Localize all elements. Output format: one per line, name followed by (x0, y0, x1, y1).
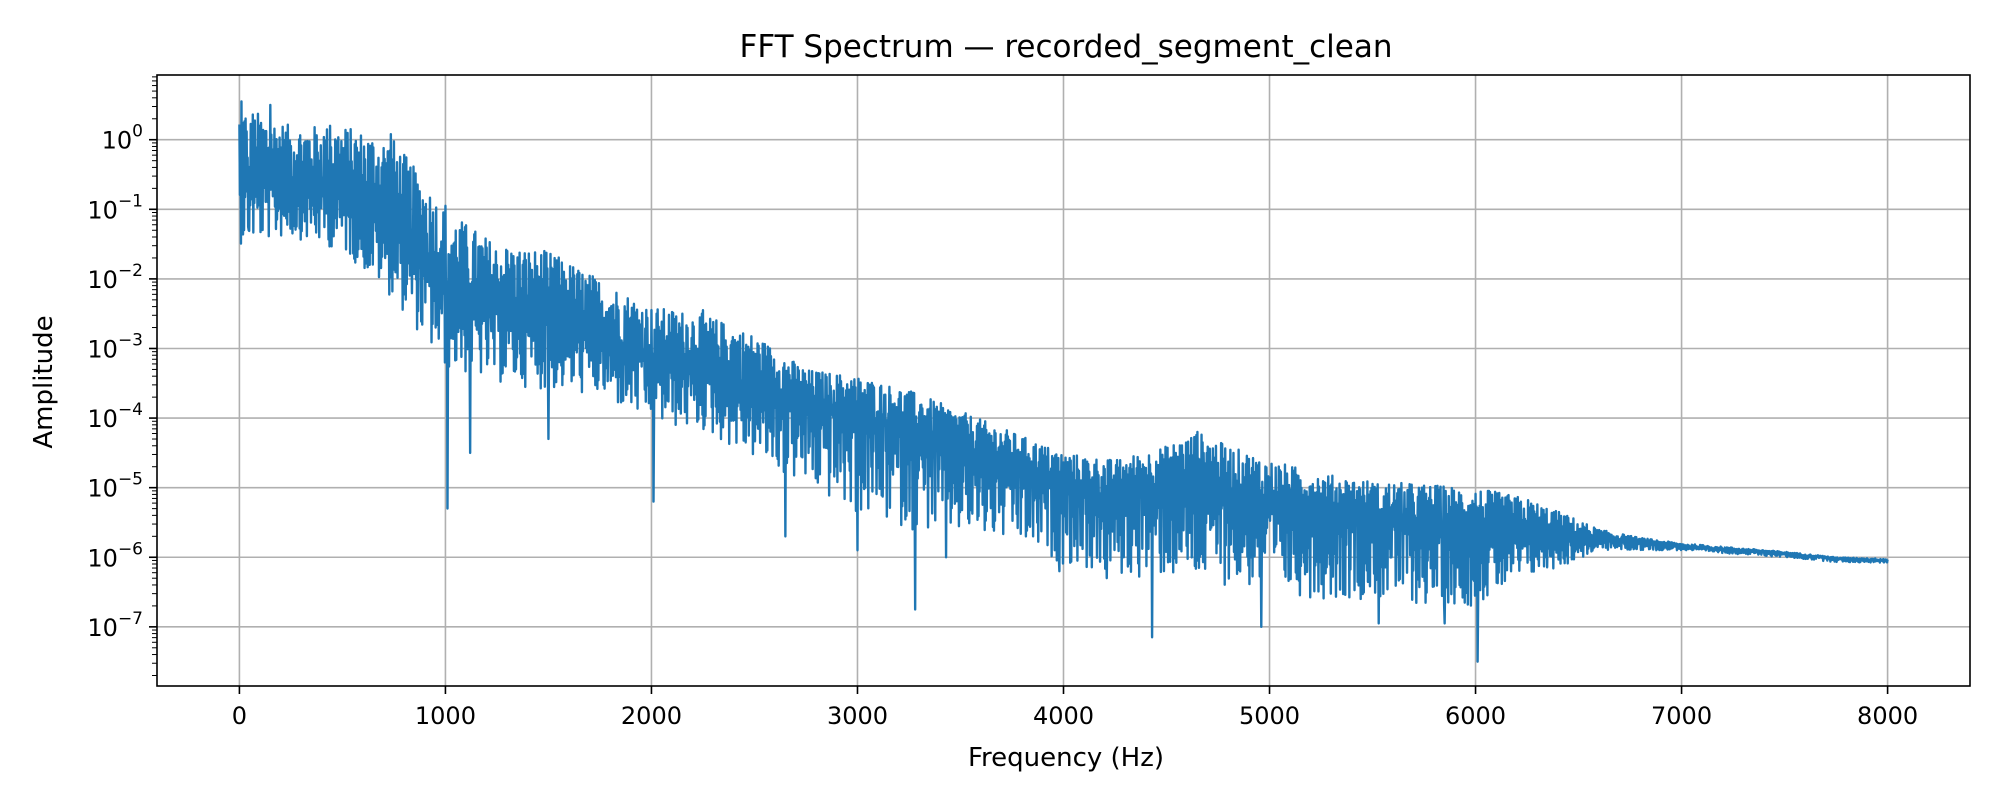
y-axis-label: Amplitude (29, 315, 59, 448)
y-tick-exponent: −6 (118, 539, 143, 559)
y-tick-base: 10 (87, 405, 118, 433)
x-tick-label: 8000 (1857, 702, 1918, 730)
y-tick-exponent: −7 (118, 609, 143, 629)
y-tick-exponent: −3 (118, 330, 143, 350)
y-tick-exponent: −2 (118, 261, 143, 281)
y-tick-base: 10 (102, 127, 133, 155)
x-tick-label: 5000 (1239, 702, 1300, 730)
chart-title: FFT Spectrum — recorded_segment_clean (740, 29, 1393, 65)
x-tick-label: 0 (232, 702, 247, 730)
x-tick-label: 1000 (415, 702, 476, 730)
y-tick-exponent: −5 (118, 470, 143, 490)
y-tick-base: 10 (87, 544, 118, 572)
y-tick-base: 10 (87, 475, 118, 503)
x-axis-label: Frequency (Hz) (968, 743, 1164, 773)
y-tick-base: 10 (87, 335, 118, 363)
x-tick-label: 3000 (827, 702, 888, 730)
y-tick-exponent: 0 (132, 122, 143, 142)
y-tick-base: 10 (87, 196, 118, 224)
x-tick-label: 4000 (1033, 702, 1094, 730)
x-tick-label: 2000 (621, 702, 682, 730)
y-tick-exponent: −1 (118, 191, 143, 211)
x-tick-label: 7000 (1651, 702, 1712, 730)
y-tick-base: 10 (87, 614, 118, 642)
y-tick-exponent: −4 (118, 400, 143, 420)
y-tick-base: 10 (87, 266, 118, 294)
x-tick-label: 6000 (1445, 702, 1506, 730)
